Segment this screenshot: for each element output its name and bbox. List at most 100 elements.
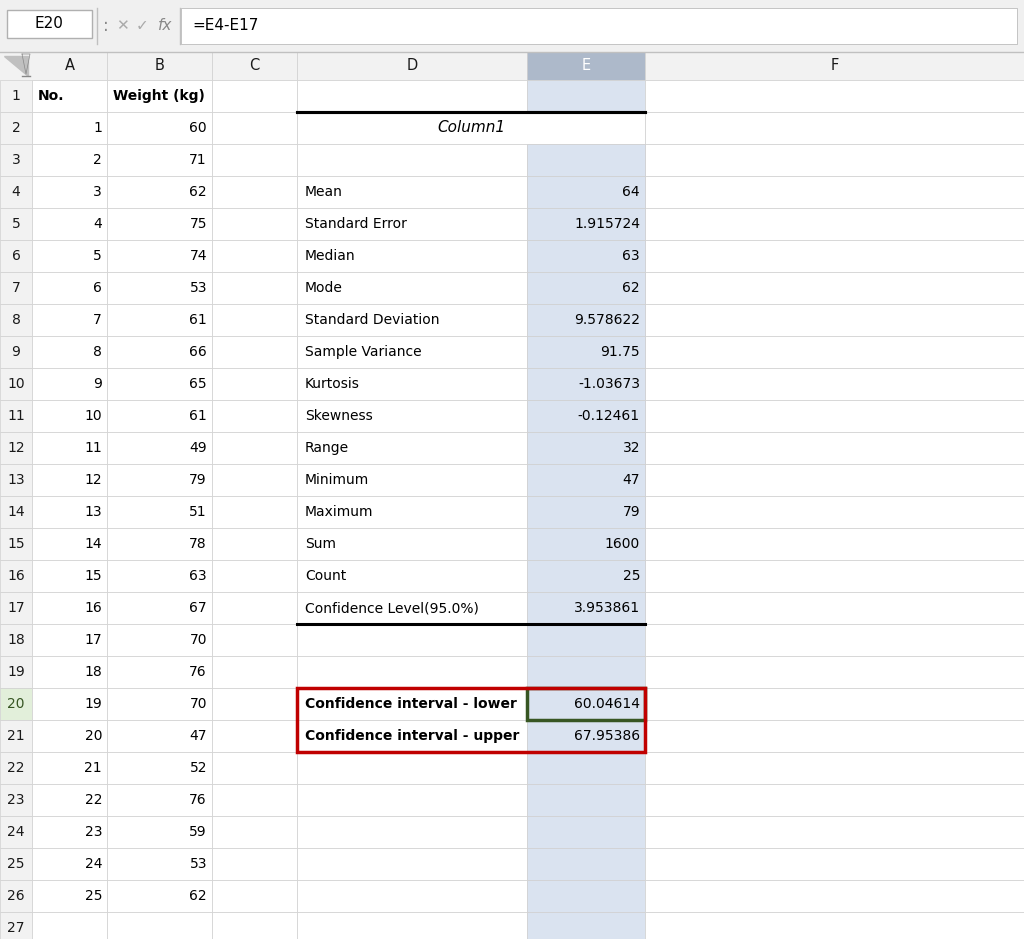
Bar (106, 368, 212, 400)
Bar (32, 432, 106, 464)
Bar (106, 528, 212, 560)
Bar (106, 496, 212, 528)
Bar (106, 816, 212, 848)
Bar (297, 464, 527, 496)
Bar (527, 464, 645, 496)
Text: 26: 26 (7, 889, 25, 903)
Text: 67.95386: 67.95386 (573, 729, 640, 743)
Bar (212, 144, 297, 176)
Bar (106, 752, 212, 784)
Bar (645, 400, 1024, 432)
Text: 1600: 1600 (605, 537, 640, 551)
Text: F: F (830, 58, 839, 73)
Bar (32, 272, 106, 304)
Bar (527, 720, 645, 752)
Bar (527, 656, 645, 688)
Text: 53: 53 (189, 857, 207, 871)
Bar (212, 112, 297, 144)
Bar (297, 528, 527, 560)
Bar (527, 592, 645, 624)
Text: 14: 14 (7, 505, 25, 519)
Bar (297, 656, 527, 688)
Bar (0, 528, 32, 560)
Bar (527, 784, 645, 816)
Bar (297, 336, 527, 368)
Bar (297, 176, 527, 208)
Text: 9.578622: 9.578622 (574, 313, 640, 327)
Text: Sample Variance: Sample Variance (305, 345, 422, 359)
Bar (297, 720, 527, 752)
Bar (527, 560, 645, 592)
Bar (32, 52, 106, 80)
Text: 62: 62 (189, 889, 207, 903)
Bar (645, 880, 1024, 912)
Bar (0, 144, 32, 176)
Bar (32, 400, 106, 432)
Bar (527, 688, 645, 720)
Text: 79: 79 (189, 473, 207, 487)
Bar (0, 720, 32, 752)
Text: E20: E20 (35, 17, 63, 32)
Bar (527, 688, 645, 720)
Text: 15: 15 (84, 569, 102, 583)
Bar (32, 80, 106, 112)
Text: Standard Deviation: Standard Deviation (305, 313, 439, 327)
Bar (32, 816, 106, 848)
Text: 63: 63 (189, 569, 207, 583)
Bar (527, 496, 645, 528)
Text: 51: 51 (189, 505, 207, 519)
Bar (297, 720, 527, 752)
Bar (212, 528, 297, 560)
Bar (106, 304, 212, 336)
Text: 79: 79 (623, 505, 640, 519)
Text: 70: 70 (189, 633, 207, 647)
Text: fx: fx (158, 19, 172, 34)
Text: 76: 76 (189, 793, 207, 807)
Bar (527, 560, 645, 592)
Bar (106, 464, 212, 496)
Text: 24: 24 (85, 857, 102, 871)
Bar (527, 144, 645, 176)
Text: 15: 15 (7, 537, 25, 551)
Bar (212, 208, 297, 240)
Bar (212, 304, 297, 336)
Text: 9: 9 (93, 377, 102, 391)
Bar (32, 560, 106, 592)
Bar (212, 240, 297, 272)
Bar (297, 784, 527, 816)
Bar (106, 560, 212, 592)
Text: 49: 49 (189, 441, 207, 455)
Text: C: C (250, 58, 260, 73)
Bar (0, 52, 32, 80)
Text: 8: 8 (11, 313, 20, 327)
Bar (32, 336, 106, 368)
Text: 47: 47 (623, 473, 640, 487)
Bar (527, 464, 645, 496)
Text: 70: 70 (189, 697, 207, 711)
Bar (297, 912, 527, 939)
Text: Standard Error: Standard Error (305, 217, 407, 231)
Bar (527, 272, 645, 304)
Bar (527, 528, 645, 560)
Text: 75: 75 (189, 217, 207, 231)
Bar (32, 752, 106, 784)
Bar (297, 304, 527, 336)
Bar (0, 784, 32, 816)
Text: 19: 19 (7, 665, 25, 679)
Bar (32, 496, 106, 528)
Bar (527, 208, 645, 240)
Bar (0, 912, 32, 939)
Bar (645, 304, 1024, 336)
Text: 24: 24 (7, 825, 25, 839)
Text: 60: 60 (189, 121, 207, 135)
Bar (645, 368, 1024, 400)
Bar (297, 432, 527, 464)
Bar (297, 80, 527, 112)
Bar (212, 400, 297, 432)
Polygon shape (0, 52, 32, 80)
Bar (212, 752, 297, 784)
Text: Count: Count (305, 569, 346, 583)
Text: Confidence interval - lower: Confidence interval - lower (305, 697, 517, 711)
Text: 3: 3 (93, 185, 102, 199)
Text: 76: 76 (189, 665, 207, 679)
